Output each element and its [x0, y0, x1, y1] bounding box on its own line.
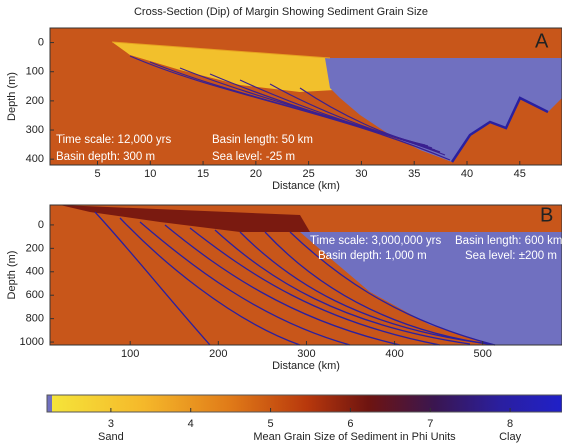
x-tick-label: 300 [297, 348, 315, 360]
y-axis-label: Depth (m) [6, 251, 18, 300]
x-tick-label: 30 [355, 168, 367, 180]
colorbar-tick-label: 8 [507, 418, 513, 430]
x-tick-label: 400 [385, 348, 403, 360]
x-tick-label: 100 [121, 348, 139, 360]
x-tick-label: 10 [144, 168, 156, 180]
y-tick-label: 200 [26, 242, 44, 254]
annotation: Sea level: ±200 m [465, 250, 557, 262]
x-tick-label: 5 [94, 168, 100, 180]
end-label: Sand [98, 431, 124, 443]
colorbar-tick-label: 5 [268, 418, 274, 430]
x-tick-label: 500 [474, 348, 492, 360]
y-axis-label: Depth (m) [6, 72, 18, 121]
water-swatch [47, 395, 52, 412]
y-tick-label: 400 [26, 153, 44, 165]
y-tick-label: 0 [38, 219, 44, 231]
y-tick-label: 1000 [20, 336, 44, 348]
x-tick-label: 40 [461, 168, 473, 180]
colorbar-tick-label: 6 [347, 418, 353, 430]
y-tick-label: 400 [26, 266, 44, 278]
annotation: Basin length: 600 km [455, 235, 562, 247]
x-tick-label: 20 [250, 168, 262, 180]
y-tick-label: 300 [26, 124, 44, 136]
x-tick-label: 25 [303, 168, 315, 180]
figure-title: Cross-Section (Dip) of Margin Showing Se… [134, 6, 428, 18]
x-tick-label: 45 [514, 168, 526, 180]
x-tick-label: 35 [408, 168, 420, 180]
annotation: Basin length: 50 km [212, 134, 313, 146]
colorbar-tick-label: 7 [427, 418, 433, 430]
y-tick-label: 200 [26, 95, 44, 107]
y-tick-label: 800 [26, 313, 44, 325]
x-tick-label: 200 [209, 348, 227, 360]
end-label: Clay [499, 431, 522, 443]
x-axis-label: Distance (km) [272, 180, 340, 192]
panel-label: A [535, 30, 549, 52]
colorbar-gradient [52, 395, 562, 412]
y-tick-label: 100 [26, 66, 44, 78]
figure: Cross-Section (Dip) of Margin Showing Se… [0, 0, 562, 446]
annotation: Sea level: -25 m [212, 151, 295, 163]
x-axis-label: Distance (km) [272, 360, 340, 372]
colorbar-label: Mean Grain Size of Sediment in Phi Units [253, 431, 456, 443]
annotation: Time scale: 12,000 yrs [56, 134, 172, 146]
annotation: Basin depth: 300 m [56, 151, 155, 163]
annotation: Time scale: 3,000,000 yrs [310, 235, 441, 247]
section-b-art [50, 205, 562, 345]
y-tick-label: 0 [38, 36, 44, 48]
x-tick-label: 15 [197, 168, 209, 180]
annotation: Basin depth: 1,000 m [318, 250, 427, 262]
y-tick-label: 600 [26, 289, 44, 301]
colorbar-tick-label: 4 [188, 418, 194, 430]
panel-label: B [540, 204, 553, 226]
colorbar-tick-label: 3 [108, 418, 114, 430]
